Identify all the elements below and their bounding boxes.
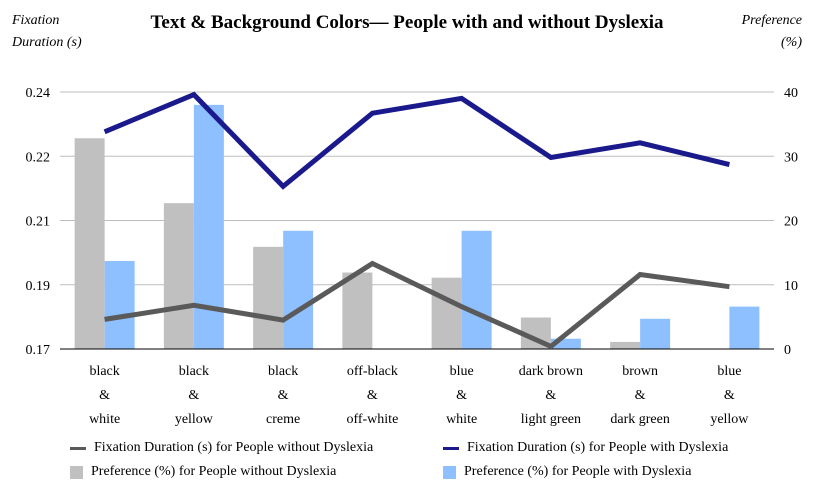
x-category-label: dark brown	[519, 364, 583, 379]
y-left-axis-caption: Fixation Duration (s)	[12, 10, 82, 54]
legend-swatch-box-blue	[443, 465, 456, 479]
y-left-caption-line: Fixation	[12, 13, 60, 28]
y-right-caption-line: Preference	[741, 13, 802, 28]
x-category-label: &	[635, 388, 646, 403]
chart-title: Text & Background Colors— People with an…	[150, 12, 664, 33]
x-category-label: dark green	[610, 412, 669, 427]
x-category-label: &	[99, 388, 110, 403]
x-category-label: off-white	[346, 412, 398, 427]
chart-legend: Fixation Duration (s) for People without…	[0, 440, 814, 488]
x-category-label: off-black	[347, 364, 398, 379]
x-category-label: yellow	[710, 412, 749, 427]
y-left-tick-label: 0.19	[26, 279, 51, 294]
legend-item: Fixation Duration (s) for People without…	[70, 440, 373, 456]
x-category-label: white	[446, 412, 477, 427]
bar	[550, 338, 581, 349]
y-left-tick-label: 0.21	[26, 215, 51, 230]
y-right-tick-label: 30	[784, 150, 798, 165]
bar	[610, 341, 641, 349]
x-category-label: blue	[717, 364, 741, 379]
legend-item: Fixation Duration (s) for People with Dy…	[443, 440, 728, 456]
series-line	[103, 91, 730, 190]
legend-swatch-box-gray	[70, 465, 83, 479]
bar	[253, 246, 284, 349]
y-right-caption-line: (%)	[781, 35, 802, 50]
bar	[431, 277, 462, 349]
y-left-tick-label: 0.24	[26, 86, 51, 101]
x-category-label: &	[278, 388, 289, 403]
x-category-label: black	[268, 364, 298, 379]
bar	[163, 203, 194, 349]
legend-item: Preference (%) for People with Dyslexia	[443, 464, 691, 480]
bar	[640, 318, 671, 349]
legend-swatch-line-navy	[443, 446, 459, 450]
x-category-label: yellow	[175, 412, 214, 427]
y-right-axis-caption: Preference (%)	[742, 10, 802, 54]
x-category-label: brown	[622, 364, 658, 379]
y-right-tick-label: 40	[784, 86, 798, 101]
y-right-tick-label: 10	[784, 279, 798, 294]
x-category-label: black	[179, 364, 209, 379]
y-right-tick-label: 20	[784, 215, 798, 230]
y-left-tick-label: 0.22	[26, 150, 51, 165]
x-category-label: white	[89, 412, 120, 427]
x-category-label: &	[545, 388, 556, 403]
x-category-label: &	[367, 388, 378, 403]
chart-plot: 0 10 20 30 40 0.17 0.19 0.21 0.22 0.24 black & white…	[26, 86, 799, 427]
legend-item: Preference (%) for People without Dyslex…	[70, 464, 336, 480]
legend-label: Fixation Duration (s) for People without…	[94, 440, 374, 455]
series-line	[104, 260, 730, 350]
legend-label: Preference (%) for People without Dyslex…	[91, 464, 337, 479]
x-category-label: &	[188, 388, 199, 403]
x-category-label: creme	[266, 412, 300, 427]
y-left-caption-line: Duration (s)	[12, 35, 82, 50]
x-category-label: black	[89, 364, 119, 379]
bar	[193, 104, 224, 349]
legend-label: Preference (%) for People with Dyslexia	[464, 464, 692, 479]
y-right-tick-label: 0	[784, 343, 791, 358]
x-category-label: &	[456, 388, 467, 403]
legend-swatch-line-gray	[70, 446, 86, 450]
bar	[74, 138, 105, 349]
x-category-label: blue	[450, 364, 474, 379]
bar	[342, 272, 373, 349]
bar	[461, 230, 492, 349]
x-category-label: &	[724, 388, 735, 403]
y-left-tick-label: 0.17	[26, 343, 51, 358]
bar	[283, 230, 314, 349]
bar	[729, 306, 760, 349]
x-category-label: light green	[521, 412, 581, 427]
bar	[104, 260, 135, 349]
legend-label: Fixation Duration (s) for People with Dy…	[467, 440, 729, 455]
